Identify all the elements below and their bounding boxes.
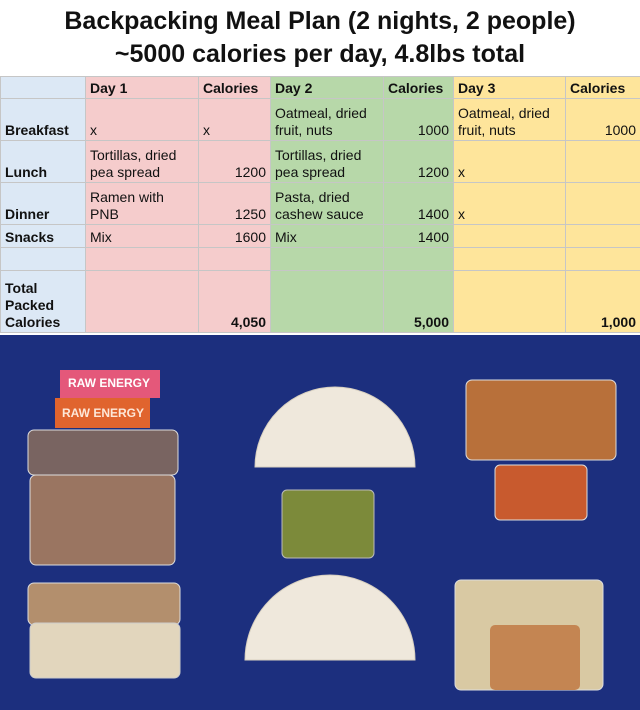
table-cell [0, 247, 86, 271]
table-cell: Snacks [0, 224, 86, 248]
table-cell: 1400 [383, 224, 454, 248]
table-cell: Pasta, dried cashew sauce [270, 182, 384, 225]
table-cell: Calories [565, 76, 640, 99]
table-cell: 1250 [198, 182, 271, 225]
table-cell: Calories [383, 76, 454, 99]
table-cell: 1000 [383, 98, 454, 141]
sauce-bag [494, 464, 588, 521]
table-cell: 1000 [565, 98, 640, 141]
table-cell [565, 247, 640, 271]
table-cell: Oatmeal, dried fruit, nuts [453, 98, 566, 141]
table-cell [565, 182, 640, 225]
table-cell [0, 76, 86, 99]
table-cell [565, 140, 640, 183]
tortillas [254, 386, 416, 468]
table-cell: Tortillas, dried pea spread [270, 140, 384, 183]
table-cell: Mix [270, 224, 384, 248]
table-cell [198, 247, 271, 271]
table-row: Breakfast x x Oatmeal, dried fruit, nuts 100… [0, 98, 640, 141]
pasta-bag [465, 379, 617, 461]
meal-table: Day 1 Calories Day 2 Calories Day 3 Calories B… [0, 76, 640, 333]
table-cell: 5,000 [383, 270, 454, 333]
oat-bag [29, 622, 181, 679]
table-cell: Mix [85, 224, 199, 248]
table-cell: 1200 [383, 140, 454, 183]
table-cell: 1,000 [565, 270, 640, 333]
table-row: Total Packed Calories 4,050 5,000 1,000 [0, 270, 640, 333]
table-cell: Day 1 [85, 76, 199, 99]
table-cell [85, 270, 199, 333]
pnb-bag [490, 625, 580, 690]
table-cell: Breakfast [0, 98, 86, 141]
table-cell: 1400 [383, 182, 454, 225]
table-cell: 4,050 [198, 270, 271, 333]
table-cell: Dinner [0, 182, 86, 225]
table-cell: Calories [198, 76, 271, 99]
energy-bar [60, 370, 160, 398]
table-cell [453, 247, 566, 271]
table-cell [270, 270, 384, 333]
snack-bag [27, 582, 181, 626]
table-row: Day 1 Calories Day 2 Calories Day 3 Calories [0, 76, 640, 99]
table-cell: Day 2 [270, 76, 384, 99]
food-photo: RAW ENERGY RAW ENERGY [0, 335, 640, 710]
bar-label: RAW ENERGY [62, 406, 144, 420]
table-row: Snacks Mix 1600 Mix 1400 [0, 224, 640, 248]
table-cell [383, 247, 454, 271]
table-row: Dinner Ramen with PNB 1250 Pasta, dried cas… [0, 182, 640, 225]
table-cell [453, 270, 566, 333]
table-cell [453, 224, 566, 248]
table-cell [270, 247, 384, 271]
snack-bag [29, 474, 176, 566]
table-cell [85, 247, 199, 271]
title: Backpacking Meal Plan (2 nights, 2 peopl… [64, 7, 576, 35]
snack-bag [27, 429, 179, 476]
table-cell: Day 3 [453, 76, 566, 99]
header: Backpacking Meal Plan (2 nights, 2 peopl… [0, 0, 640, 76]
table-cell: Total Packed Calories [0, 270, 86, 333]
table-cell: x [198, 98, 271, 141]
tortillas [244, 574, 416, 661]
table-cell: x [85, 98, 199, 141]
table-row: Lunch Tortillas, dried pea spread 1200 Tort… [0, 140, 640, 183]
energy-bar [55, 398, 150, 428]
table-cell [565, 224, 640, 248]
table-cell: x [453, 182, 566, 225]
table-cell: x [453, 140, 566, 183]
table-cell: Oatmeal, dried fruit, nuts [270, 98, 384, 141]
table-cell: 1600 [198, 224, 271, 248]
table-cell: Lunch [0, 140, 86, 183]
table-cell: 1200 [198, 140, 271, 183]
table-cell: Ramen with PNB [85, 182, 199, 225]
table-row [0, 247, 640, 271]
pea-spread-bag [281, 489, 375, 559]
table-cell: Tortillas, dried pea spread [85, 140, 199, 183]
bar-label: RAW ENERGY [68, 376, 150, 390]
subtitle: ~5000 calories per day, 4.8lbs total [114, 40, 526, 68]
